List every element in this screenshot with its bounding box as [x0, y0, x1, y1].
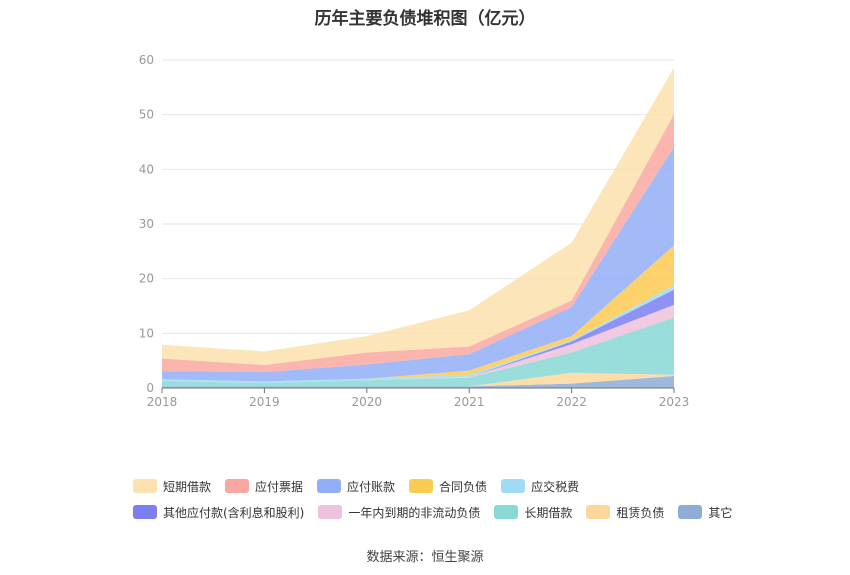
- stacked-area-chart: 0 10 20 30 40 50 60 2018 2019 2020 2021 2022 2023: [139, 53, 690, 409]
- x-tick-label: 2022: [556, 395, 587, 409]
- y-tick-label: 30: [139, 217, 154, 231]
- legend-row: 其他应付款(含利息和股利) 一年内到期的非流动负债 长期借款 租赁负债 其它: [133, 499, 773, 525]
- x-tick-label: 2021: [454, 395, 485, 409]
- legend-swatch: [225, 479, 250, 493]
- area-租赁负债[interactable]: [162, 372, 674, 387]
- legend-swatch: [318, 505, 343, 519]
- legend-label: 合同负债: [439, 479, 488, 494]
- area-合同负债[interactable]: [162, 245, 674, 382]
- legend-swatch: [494, 505, 519, 519]
- legend-swatch: [133, 505, 157, 519]
- area-长期借款[interactable]: [162, 317, 674, 387]
- legend-swatch: [317, 479, 342, 493]
- legend-swatch: [133, 479, 157, 493]
- legend-row: 短期借款 应付票据 应付账款 合同负债 应交税费: [133, 473, 773, 499]
- data-source: 数据来源：恒生聚源: [366, 550, 484, 565]
- legend-item[interactable]: 短期借款: [133, 478, 211, 495]
- legend-item[interactable]: 应交税费: [501, 478, 579, 495]
- legend: 短期借款 应付票据 应付账款 合同负债 应交税费其他应付款(含利息和股利) 一年内到期的非…: [133, 473, 773, 525]
- y-tick-label: 50: [139, 108, 154, 122]
- legend-item[interactable]: 合同负债: [409, 478, 487, 495]
- y-tick-label: 40: [139, 162, 154, 176]
- legend-label: 其他应付款(含利息和股利): [163, 505, 305, 520]
- chart-title: 历年主要负债堆积图（亿元）: [314, 9, 536, 29]
- legend-swatch: [409, 479, 434, 493]
- legend-item[interactable]: 其它: [678, 504, 732, 521]
- legend-label: 应付账款: [347, 479, 396, 494]
- legend-item[interactable]: 长期借款: [494, 504, 572, 521]
- legend-swatch: [501, 479, 526, 493]
- legend-label: 长期借款: [524, 505, 573, 520]
- y-tick-label: 10: [139, 326, 154, 340]
- legend-label: 应交税费: [531, 479, 580, 494]
- x-tick-label: 2019: [249, 395, 280, 409]
- legend-label: 应付票据: [255, 479, 304, 494]
- y-tick-label: 20: [139, 272, 154, 286]
- legend-swatch: [678, 505, 703, 519]
- area-其它[interactable]: [162, 376, 674, 388]
- x-tick-label: 2018: [147, 395, 178, 409]
- legend-label: 一年内到期的非流动负债: [348, 505, 481, 520]
- area-series: [162, 67, 674, 388]
- axes: 0 10 20 30 40 50 60 2018 2019 2020 2021 2022 2023: [139, 53, 690, 409]
- legend-item[interactable]: 应付票据: [225, 478, 303, 495]
- y-tick-label: 0: [146, 381, 154, 395]
- legend-label: 其它: [708, 505, 733, 520]
- legend-item[interactable]: 应付账款: [317, 478, 395, 495]
- legend-label: 短期借款: [163, 479, 212, 494]
- legend-item[interactable]: 其他应付款(含利息和股利): [133, 504, 304, 521]
- legend-item[interactable]: 一年内到期的非流动负债: [318, 504, 480, 521]
- x-tick-label: 2020: [352, 395, 383, 409]
- legend-label: 租赁负债: [616, 505, 665, 520]
- area-短期借款[interactable]: [162, 67, 674, 365]
- y-tick-label: 60: [139, 53, 154, 67]
- x-tick-label: 2023: [659, 395, 690, 409]
- area-应付账款[interactable]: [162, 146, 674, 382]
- legend-swatch: [586, 505, 611, 519]
- legend-item[interactable]: 租赁负债: [586, 504, 664, 521]
